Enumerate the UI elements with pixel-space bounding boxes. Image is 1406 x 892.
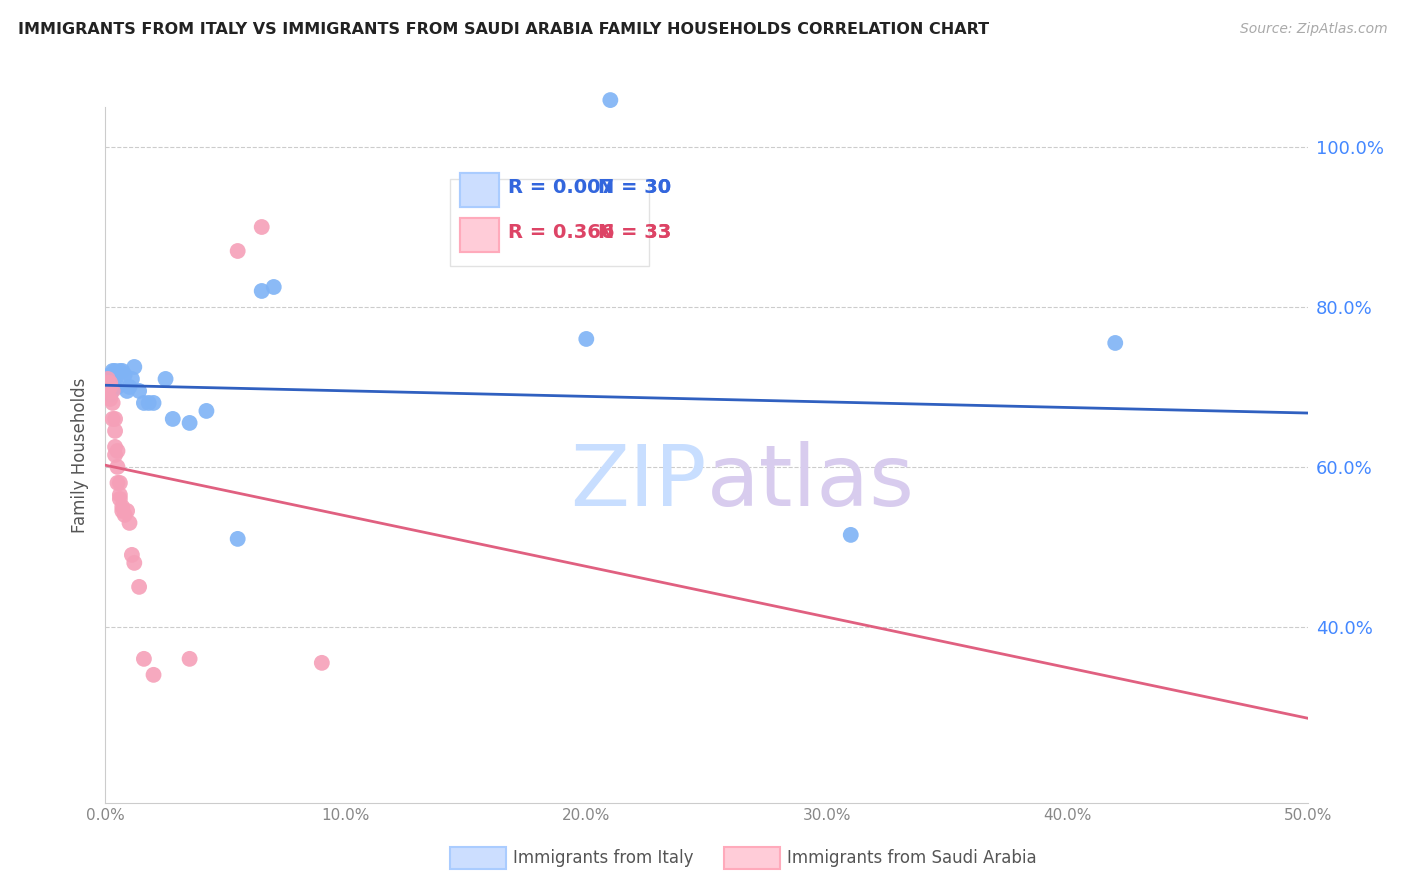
Point [107,475,129,490]
Point [311,656,333,670]
Point [108,491,131,506]
Point [162,412,184,426]
Y-axis label: Family Households: Family Households [72,377,90,533]
Point [107,380,129,394]
Text: Source: ZipAtlas.com: Source: ZipAtlas.com [1240,22,1388,37]
Point [107,459,129,474]
Text: N = 30: N = 30 [599,178,672,196]
Point [108,488,131,502]
Point [1104,132,1126,146]
Point [111,504,134,518]
Point [98,388,121,402]
Point [121,372,143,386]
Point [195,404,218,418]
FancyBboxPatch shape [460,219,499,252]
Point [98,392,121,406]
Text: N = 33: N = 33 [599,223,672,242]
Point [155,372,177,386]
Text: ZIP: ZIP [569,442,707,524]
Point [124,359,146,374]
Point [128,580,150,594]
Point [128,384,150,398]
Point [179,416,201,430]
Point [115,384,138,398]
Point [114,368,136,382]
Point [115,504,138,518]
Point [111,364,134,378]
Point [101,384,124,398]
Text: R = 0.366: R = 0.366 [508,223,614,242]
Point [104,448,127,462]
Point [226,244,249,258]
Text: N = 30: N = 30 [599,178,672,196]
Point [98,380,121,394]
Point [250,284,273,298]
Point [97,380,120,394]
Point [101,412,124,426]
FancyBboxPatch shape [450,178,648,266]
Point [107,368,129,382]
Text: R = 0.366: R = 0.366 [508,223,614,242]
Point [138,396,160,410]
Point [124,556,146,570]
Point [104,364,127,378]
Text: atlas: atlas [707,442,914,524]
Point [107,444,129,458]
Point [121,548,143,562]
Point [132,396,155,410]
Point [839,528,862,542]
FancyBboxPatch shape [460,173,499,207]
Point [104,412,127,426]
Point [118,380,141,394]
Point [98,376,121,390]
Point [132,652,155,666]
Point [142,668,165,682]
Point [104,440,127,454]
Point [142,396,165,410]
Point [97,384,120,398]
Point [118,516,141,530]
Point [226,532,249,546]
Point [179,652,201,666]
Point [104,380,127,394]
Point [108,475,131,490]
Point [1104,335,1126,350]
Point [114,508,136,522]
Text: Immigrants from Saudi Arabia: Immigrants from Saudi Arabia [787,849,1038,867]
Point [111,500,134,514]
Point [101,376,124,390]
Point [101,364,124,378]
Text: IMMIGRANTS FROM ITALY VS IMMIGRANTS FROM SAUDI ARABIA FAMILY HOUSEHOLDS CORRELAT: IMMIGRANTS FROM ITALY VS IMMIGRANTS FROM… [18,22,990,37]
Point [97,372,120,386]
Point [263,280,285,294]
Text: N = 33: N = 33 [599,223,672,242]
Point [104,424,127,438]
Point [575,332,598,346]
Text: R = 0.007: R = 0.007 [508,178,614,196]
Point [101,396,124,410]
FancyBboxPatch shape [460,173,499,207]
Text: R = 0.007: R = 0.007 [508,178,614,196]
Text: Immigrants from Italy: Immigrants from Italy [513,849,693,867]
Point [97,376,120,390]
Point [250,219,273,234]
Point [108,364,131,378]
Point [98,368,121,382]
FancyBboxPatch shape [460,219,499,252]
